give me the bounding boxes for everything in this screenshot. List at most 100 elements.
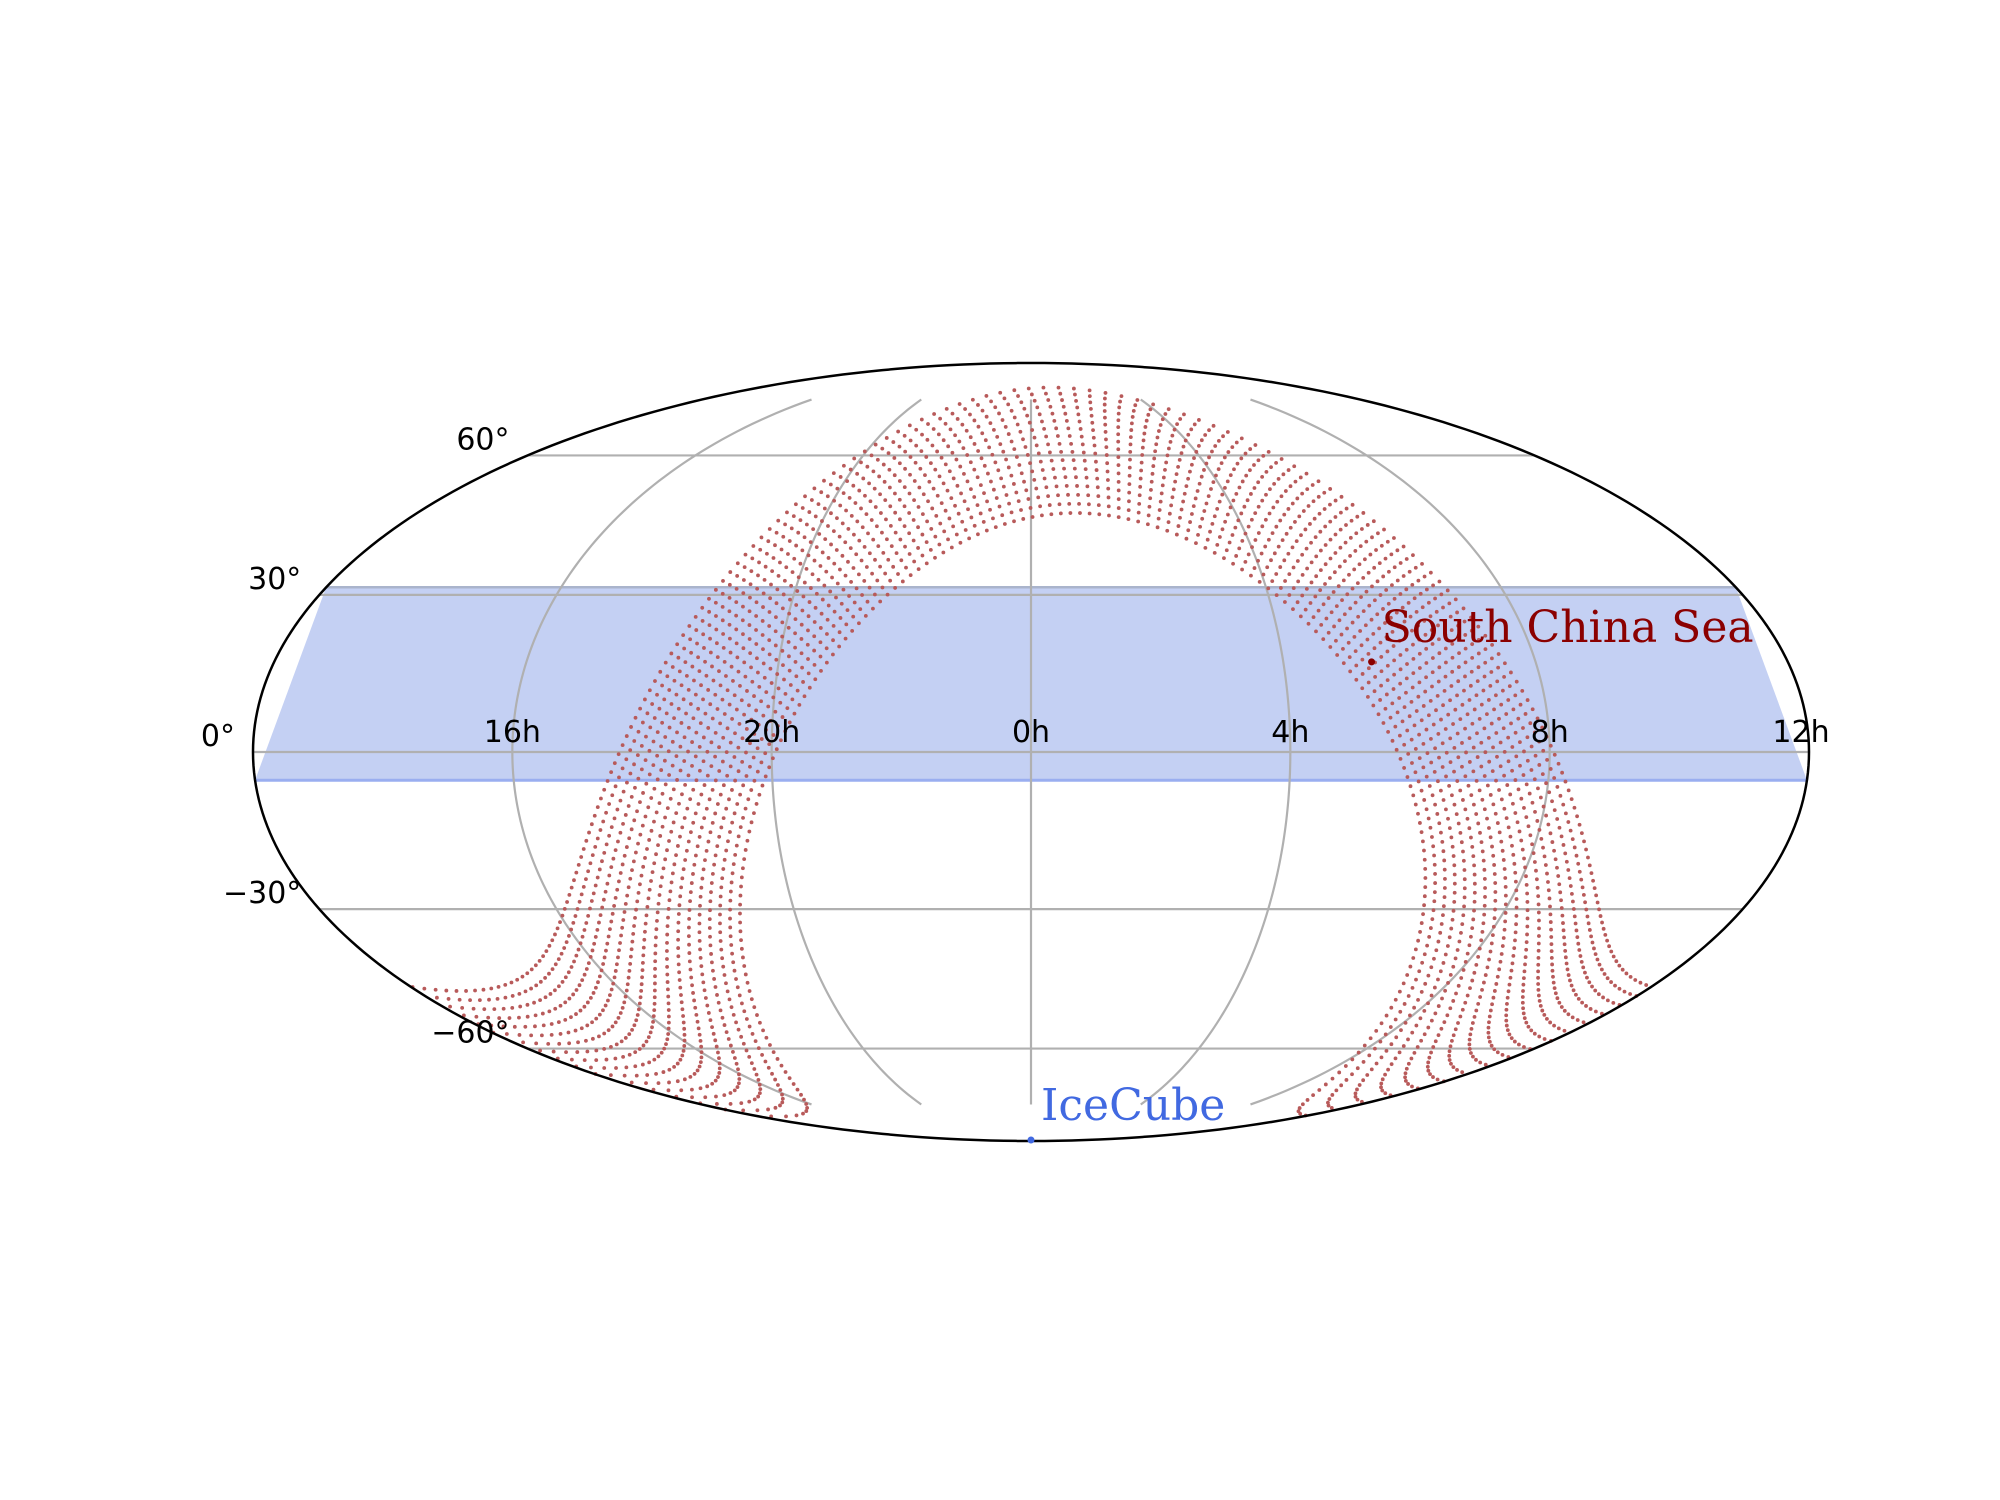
- galactic-plane-dot: [697, 745, 702, 749]
- galactic-plane-dot: [1429, 628, 1434, 632]
- galactic-plane-dot: [708, 899, 713, 904]
- galactic-plane-dot: [444, 988, 449, 993]
- galactic-plane-dot: [1572, 805, 1577, 810]
- galactic-plane-dot: [1284, 531, 1289, 536]
- galactic-plane-dot: [951, 524, 956, 529]
- galactic-plane-dot: [995, 434, 1000, 439]
- galactic-plane-dot: [783, 1070, 788, 1074]
- galactic-plane-dot: [788, 683, 793, 687]
- galactic-plane-dot: [1467, 1037, 1472, 1042]
- galactic-plane-dot: [1508, 834, 1513, 839]
- galactic-plane-dot: [939, 501, 944, 506]
- galactic-plane-dot: [1339, 632, 1344, 637]
- galactic-plane-dot: [627, 1052, 632, 1057]
- galactic-plane-dot: [676, 706, 681, 711]
- galactic-plane-dot: [1001, 484, 1006, 489]
- galactic-plane-dot: [1429, 965, 1434, 970]
- galactic-plane-dot: [1197, 481, 1202, 486]
- galactic-plane-dot: [1491, 802, 1496, 807]
- galactic-plane-dot: [1477, 946, 1482, 951]
- galactic-plane-dot: [1354, 677, 1359, 682]
- galactic-plane-dot: [920, 512, 925, 516]
- galactic-plane-dot: [672, 716, 676, 721]
- galactic-plane-dot: [1348, 606, 1353, 611]
- galactic-plane-dot: [812, 620, 817, 624]
- galactic-plane-dot: [641, 1043, 646, 1048]
- galactic-plane-dot: [849, 580, 853, 584]
- galactic-plane-dot: [1590, 984, 1594, 989]
- galactic-plane-dot: [907, 552, 912, 556]
- galactic-plane-dot: [457, 997, 462, 1002]
- galactic-plane-dot: [1508, 975, 1513, 980]
- galactic-plane-dot: [1462, 904, 1466, 909]
- galactic-plane-dot: [780, 1092, 784, 1097]
- galactic-plane-dot: [1127, 499, 1131, 504]
- galactic-plane-dot: [667, 725, 672, 730]
- galactic-plane-dot: [729, 664, 734, 669]
- galactic-plane-dot: [497, 1016, 502, 1020]
- galactic-plane-dot: [1314, 554, 1319, 559]
- galactic-plane-dot: [503, 982, 508, 987]
- galactic-plane-dot: [686, 773, 691, 778]
- galactic-plane-dot: [1555, 996, 1560, 1001]
- galactic-plane-dot: [1472, 890, 1477, 895]
- galactic-plane-dot: [588, 861, 593, 866]
- galactic-plane-dot: [1382, 527, 1386, 532]
- galactic-plane-dot: [1563, 955, 1568, 960]
- galactic-plane-dot: [638, 800, 642, 805]
- galactic-plane-dot: [1476, 954, 1481, 959]
- galactic-plane-dot: [504, 1032, 509, 1036]
- galactic-plane-dot: [1456, 623, 1461, 628]
- galactic-plane-dot: [719, 825, 724, 830]
- galactic-plane-dot: [1440, 996, 1444, 1001]
- galactic-plane-dot: [718, 921, 722, 926]
- galactic-plane-dot: [1527, 791, 1532, 796]
- galactic-plane-dot: [1047, 503, 1052, 507]
- galactic-plane-dot: [732, 693, 737, 698]
- galactic-plane-dot: [1118, 399, 1122, 404]
- galactic-plane-dot: [1404, 647, 1409, 652]
- galactic-plane-dot: [1419, 990, 1424, 994]
- galactic-plane-dot: [654, 1071, 658, 1076]
- galactic-plane-dot: [1379, 1055, 1384, 1060]
- galactic-plane-dot: [819, 490, 824, 495]
- galactic-plane-dot: [1450, 641, 1455, 646]
- galactic-plane-dot: [695, 844, 700, 849]
- galactic-plane-dot: [601, 962, 606, 966]
- galactic-plane-dot: [624, 734, 629, 738]
- galactic-plane-dot: [730, 717, 734, 721]
- galactic-plane-dot: [728, 925, 733, 930]
- galactic-plane-dot: [1274, 593, 1279, 597]
- galactic-plane-dot: [1403, 633, 1408, 638]
- galactic-plane-dot: [694, 778, 699, 783]
- galactic-plane-dot: [1204, 461, 1209, 466]
- galactic-plane-dot: [721, 816, 726, 820]
- galactic-plane-dot: [739, 875, 744, 880]
- galactic-plane-dot: [1423, 885, 1428, 890]
- galactic-plane-dot: [1566, 788, 1571, 793]
- galactic-plane-dot: [634, 1073, 639, 1078]
- galactic-plane-dot: [1066, 492, 1070, 497]
- galactic-plane-dot: [1462, 868, 1467, 872]
- galactic-plane-dot: [1268, 487, 1272, 492]
- galactic-plane-dot: [1328, 537, 1333, 542]
- galactic-plane-dot: [1455, 779, 1460, 783]
- galactic-plane-dot: [1471, 769, 1476, 774]
- galactic-plane-dot: [1205, 537, 1210, 542]
- galactic-plane-dot: [1592, 886, 1597, 891]
- galactic-plane-dot: [651, 1019, 655, 1024]
- galactic-plane-dot: [1376, 531, 1380, 536]
- galactic-plane-dot: [1442, 689, 1447, 693]
- galactic-plane-dot: [1102, 409, 1107, 413]
- galactic-plane-dot: [764, 727, 768, 732]
- galactic-plane-dot: [739, 946, 744, 951]
- galactic-plane-dot: [921, 492, 926, 497]
- galactic-plane-dot: [749, 788, 754, 792]
- galactic-plane-dot: [1272, 551, 1277, 556]
- galactic-plane-dot: [1069, 441, 1073, 446]
- galactic-plane-dot: [1570, 837, 1575, 841]
- galactic-plane-dot: [1410, 761, 1414, 765]
- galactic-plane-dot: [768, 718, 773, 723]
- galactic-plane-dot: [1419, 921, 1424, 925]
- galactic-plane-dot: [1476, 1001, 1481, 1006]
